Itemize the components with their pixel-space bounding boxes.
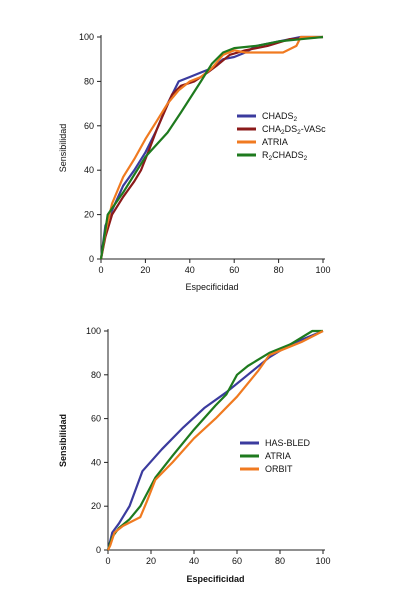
series-line-has-bled — [106, 329, 324, 551]
y-tick-label: 40 — [91, 457, 101, 467]
y-tick-label: 100 — [86, 326, 101, 336]
legend-label: HAS-BLED — [265, 438, 311, 448]
series-line-r2chads2 — [99, 35, 324, 260]
legend-item: ATRIA — [237, 137, 288, 147]
x-tick-label: 20 — [146, 556, 156, 566]
legend-item: R2CHADS2 — [237, 150, 308, 162]
y-tick-label: 20 — [84, 210, 94, 220]
legend-item: HAS-BLED — [240, 438, 311, 448]
chart-1: 0 20 40 60 80 100 0 20 40 60 80 100 Especificidad Sen… — [58, 32, 331, 292]
legend-label: CHADS2 — [262, 111, 298, 123]
legend-item: CHADS2 — [237, 111, 298, 123]
x-tick-label: 80 — [275, 556, 285, 566]
x-tick-label: 60 — [232, 556, 242, 566]
y-axis-title: Sensibilidad — [58, 124, 68, 173]
x-tick-label: 40 — [189, 556, 199, 566]
x-tick-label: 100 — [315, 265, 330, 275]
y-tick-label: 80 — [91, 370, 101, 380]
y-tick-label: 80 — [84, 76, 94, 86]
chart-2: 0 20 40 60 80 100 0 20 40 60 80 100 Especificidad Sen… — [58, 326, 331, 584]
legend-label: CHA2DS2-VASc — [262, 124, 326, 136]
y-tick-label: 40 — [84, 165, 94, 175]
y-tick-label: 20 — [91, 501, 101, 511]
legend-label: ATRIA — [262, 137, 288, 147]
y-tick-label: 0 — [89, 254, 94, 264]
y-axis-title: Sensibilidad — [58, 414, 68, 467]
legend-label: ORBIT — [265, 464, 293, 474]
x-tick-label: 60 — [229, 265, 239, 275]
x-axis-title: Especificidad — [186, 574, 244, 584]
y-tick-label: 100 — [79, 32, 94, 42]
series-line-atria — [99, 35, 323, 260]
series-line-atria — [106, 329, 323, 551]
series-line-cha2ds2-vasc — [99, 35, 324, 260]
y-tick-label: 0 — [96, 545, 101, 555]
legend-label: R2CHADS2 — [262, 150, 308, 162]
x-tick-label: 80 — [274, 265, 284, 275]
x-tick-label: 20 — [140, 265, 150, 275]
x-tick-label: 0 — [98, 265, 103, 275]
x-tick-label: 0 — [105, 556, 110, 566]
legend: HAS-BLED ATRIA ORBIT — [240, 438, 311, 474]
series-line-orbit — [107, 330, 324, 551]
y-tick-label: 60 — [91, 414, 101, 424]
legend-label: ATRIA — [265, 451, 291, 461]
legend-item: ATRIA — [240, 451, 291, 461]
x-tick-label: 40 — [185, 265, 195, 275]
y-tick-label: 60 — [84, 121, 94, 131]
x-tick-label: 100 — [315, 556, 330, 566]
legend-item: ORBIT — [240, 464, 293, 474]
legend-item: CHA2DS2-VASc — [237, 124, 326, 136]
x-axis-title: Especificidad — [185, 282, 238, 292]
